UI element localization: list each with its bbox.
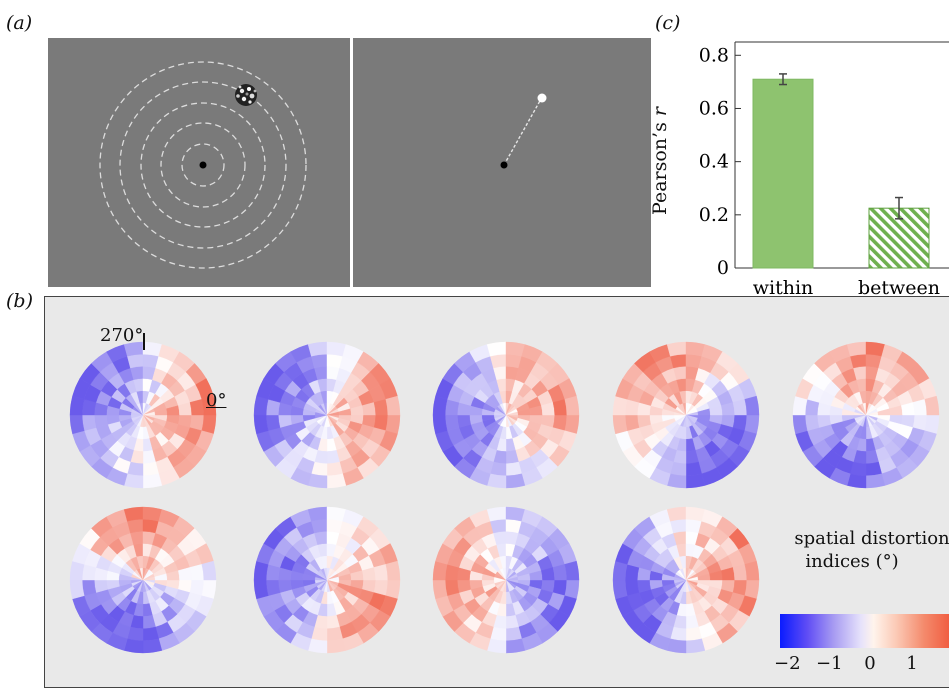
colorbar-tick-label: −1	[816, 653, 843, 674]
angle-label-270: 270°	[100, 325, 144, 346]
ring-1	[181, 143, 225, 187]
angle-tick-270	[143, 333, 145, 350]
colorbar-tick-label: 0	[864, 653, 876, 674]
x-tick-label-within: within	[753, 277, 814, 299]
angle-label-0: 0°	[206, 390, 227, 411]
panel-label-a: (a)	[6, 12, 33, 34]
y-tick-label: 0.2	[699, 204, 729, 226]
concentric-rings	[99, 61, 307, 269]
ring-2	[160, 122, 246, 208]
bar-within	[752, 78, 814, 269]
response-display	[500, 93, 547, 169]
ring-4	[119, 81, 287, 249]
stimulus-display-right	[353, 38, 651, 287]
colorbar-tick-label: 1	[906, 653, 918, 674]
y-tick-label: 0.8	[699, 44, 729, 66]
response-dot	[537, 93, 547, 103]
noise-target-patch	[235, 84, 257, 106]
panel-label-b: (b)	[6, 290, 33, 312]
ring-3	[140, 102, 266, 228]
y-tick-label: 0	[717, 257, 729, 279]
panel-label-c: (c)	[655, 12, 681, 34]
y-tick-label: 0.4	[699, 151, 729, 173]
bar-chart: 0 0.2 0.4 0.6 0.8 within between	[699, 41, 949, 299]
y-axis-label: Pearson’s r	[649, 107, 671, 215]
ring-5	[99, 61, 307, 269]
colorbar	[780, 614, 949, 648]
colorbar-title-line1: spatial distortion	[794, 528, 949, 549]
fixation-point	[500, 161, 508, 169]
y-tick-label: 0.6	[699, 97, 729, 119]
fixation-point	[199, 161, 207, 169]
colorbar-title-line2: indices (°)	[805, 551, 899, 572]
x-tick-label-between: between	[858, 277, 940, 299]
stimulus-display-left	[48, 38, 350, 287]
colorbar-tick-label: −2	[774, 653, 801, 674]
colorbar-tick-label: 2	[942, 653, 949, 674]
response-line	[503, 98, 542, 166]
